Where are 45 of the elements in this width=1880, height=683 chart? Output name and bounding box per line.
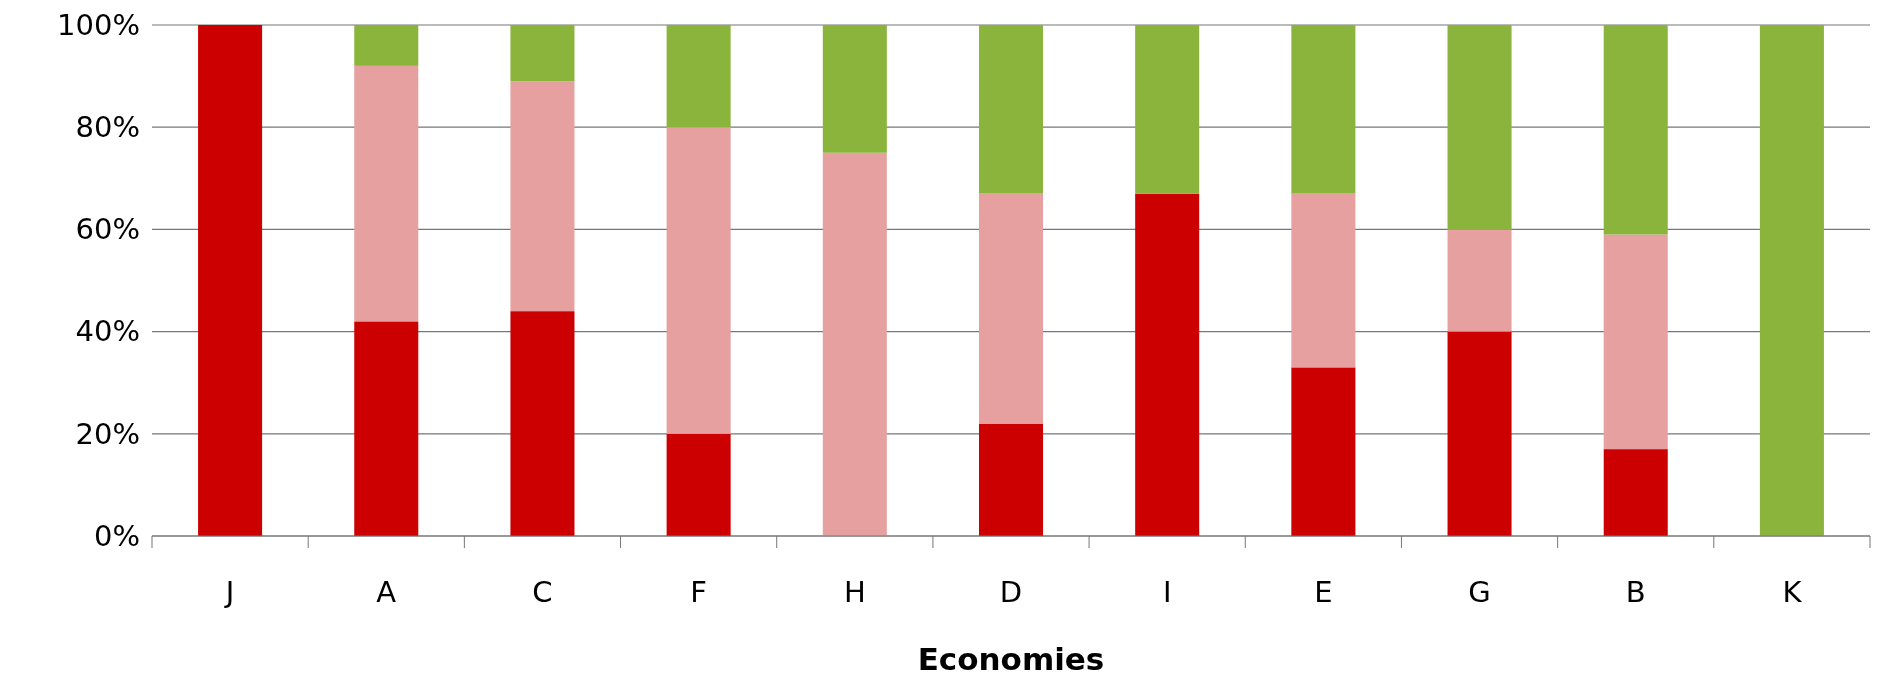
bar — [978, 423, 1044, 536]
x-tick-label: F — [690, 575, 707, 609]
x-tick-label: G — [1468, 575, 1491, 609]
y-tick-label: 80% — [75, 109, 140, 144]
y-tick-label: 60% — [75, 212, 140, 247]
x-tick-label: J — [223, 575, 235, 609]
bar — [1291, 25, 1356, 194]
y-tick-label: 20% — [75, 416, 140, 451]
bar — [354, 65, 419, 322]
y-tick-label: 0% — [93, 518, 140, 553]
x-tick-label: D — [999, 575, 1023, 609]
bar — [666, 433, 731, 536]
bar — [510, 25, 575, 82]
bar — [198, 25, 263, 536]
x-tick-label: K — [1782, 575, 1803, 609]
x-axis-title: Economies — [917, 641, 1105, 677]
bar — [354, 25, 419, 66]
bar — [510, 81, 575, 312]
x-tick-label: H — [843, 575, 866, 609]
x-tick-label: B — [1625, 575, 1646, 609]
bar — [978, 193, 1044, 424]
bar — [1447, 331, 1512, 536]
bar — [354, 321, 419, 536]
bar — [822, 152, 887, 536]
bar — [1603, 234, 1668, 450]
bar — [1135, 193, 1200, 536]
y-tick-label: 40% — [75, 314, 140, 349]
bar — [1447, 25, 1512, 230]
bar — [666, 127, 731, 434]
bar — [1603, 449, 1668, 536]
bar — [1447, 229, 1512, 332]
x-tick-label: A — [376, 575, 397, 609]
bar — [1759, 25, 1824, 536]
x-tick-label: I — [1162, 575, 1172, 609]
bar — [1291, 367, 1356, 536]
bar — [510, 311, 575, 536]
x-tick-label: E — [1314, 575, 1333, 609]
x-tick-label: C — [532, 575, 553, 609]
bar — [1291, 193, 1356, 368]
bar — [1603, 25, 1668, 235]
bar — [666, 25, 731, 128]
y-tick-label: 100% — [57, 7, 140, 42]
bar — [978, 25, 1044, 194]
bar — [822, 25, 887, 153]
bar — [1135, 25, 1200, 194]
